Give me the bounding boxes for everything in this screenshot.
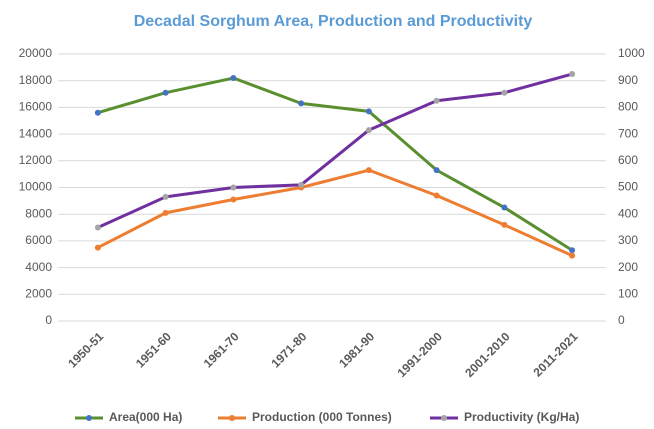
x-tick-label: 1991-2000 xyxy=(395,329,446,380)
y2-tick-label: 300 xyxy=(618,233,638,247)
legend-label: Production (000 Tonnes) xyxy=(252,410,392,424)
legend-label: Productivity (Kg/Ha) xyxy=(464,410,579,424)
point xyxy=(501,89,508,96)
x-tick-label: 1981-90 xyxy=(336,329,377,370)
series-line xyxy=(97,168,573,257)
y-tick-label: 6000 xyxy=(25,233,52,247)
series-line xyxy=(97,76,573,252)
point xyxy=(365,127,372,134)
point xyxy=(365,108,372,115)
y-tick-label: 2000 xyxy=(25,286,52,300)
point xyxy=(162,89,169,96)
y-tick-label: 0 xyxy=(45,313,52,327)
y-tick-label: 20000 xyxy=(19,46,53,60)
y2-tick-label: 900 xyxy=(618,73,638,87)
point xyxy=(433,167,440,174)
point xyxy=(433,192,440,199)
y2-tick-label: 600 xyxy=(618,153,638,167)
y2-tick-label: 400 xyxy=(618,206,638,220)
point xyxy=(230,196,237,203)
x-tick-label: 1951-60 xyxy=(133,329,174,370)
point xyxy=(94,224,101,231)
x-tick-label: 2011-2021 xyxy=(530,329,580,379)
y2-tick-label: 200 xyxy=(618,260,638,274)
point xyxy=(298,100,305,107)
x-tick-label: 1961-70 xyxy=(201,329,242,370)
legend-marker xyxy=(441,415,447,421)
y2-tick-label: 800 xyxy=(618,100,638,114)
point xyxy=(569,252,576,259)
y-tick-label: 4000 xyxy=(25,260,52,274)
point xyxy=(162,193,169,200)
y2-tick-label: 0 xyxy=(618,313,625,327)
point xyxy=(162,209,169,216)
y-tick-label: 10000 xyxy=(19,180,53,194)
y2-tick-label: 700 xyxy=(618,126,638,140)
point xyxy=(94,109,101,116)
y-tick-label: 18000 xyxy=(19,73,53,87)
chart-title: Decadal Sorghum Area, Production and Pro… xyxy=(134,13,533,30)
point xyxy=(298,181,305,188)
legend-marker xyxy=(86,415,92,421)
point xyxy=(433,97,440,104)
x-tick-label: 1971-80 xyxy=(268,329,309,370)
point xyxy=(230,75,237,82)
point xyxy=(501,221,508,228)
point xyxy=(94,244,101,251)
y-tick-label: 16000 xyxy=(19,100,53,114)
y-tick-label: 8000 xyxy=(25,206,52,220)
y2-tick-label: 100 xyxy=(618,286,638,300)
series-line xyxy=(97,72,573,229)
point xyxy=(569,247,576,254)
point xyxy=(501,204,508,211)
y-tick-label: 12000 xyxy=(19,153,53,167)
x-tick-label: 2001-2010 xyxy=(462,329,513,380)
legend-marker xyxy=(229,415,235,421)
y-tick-label: 14000 xyxy=(19,126,53,140)
y2-tick-label: 500 xyxy=(618,180,638,194)
point xyxy=(230,184,237,191)
point xyxy=(365,167,372,174)
point xyxy=(569,71,576,78)
x-tick-label: 1950-51 xyxy=(65,329,106,370)
legend-label: Area(000 Ha) xyxy=(109,410,182,424)
y2-tick-label: 1000 xyxy=(618,46,645,60)
